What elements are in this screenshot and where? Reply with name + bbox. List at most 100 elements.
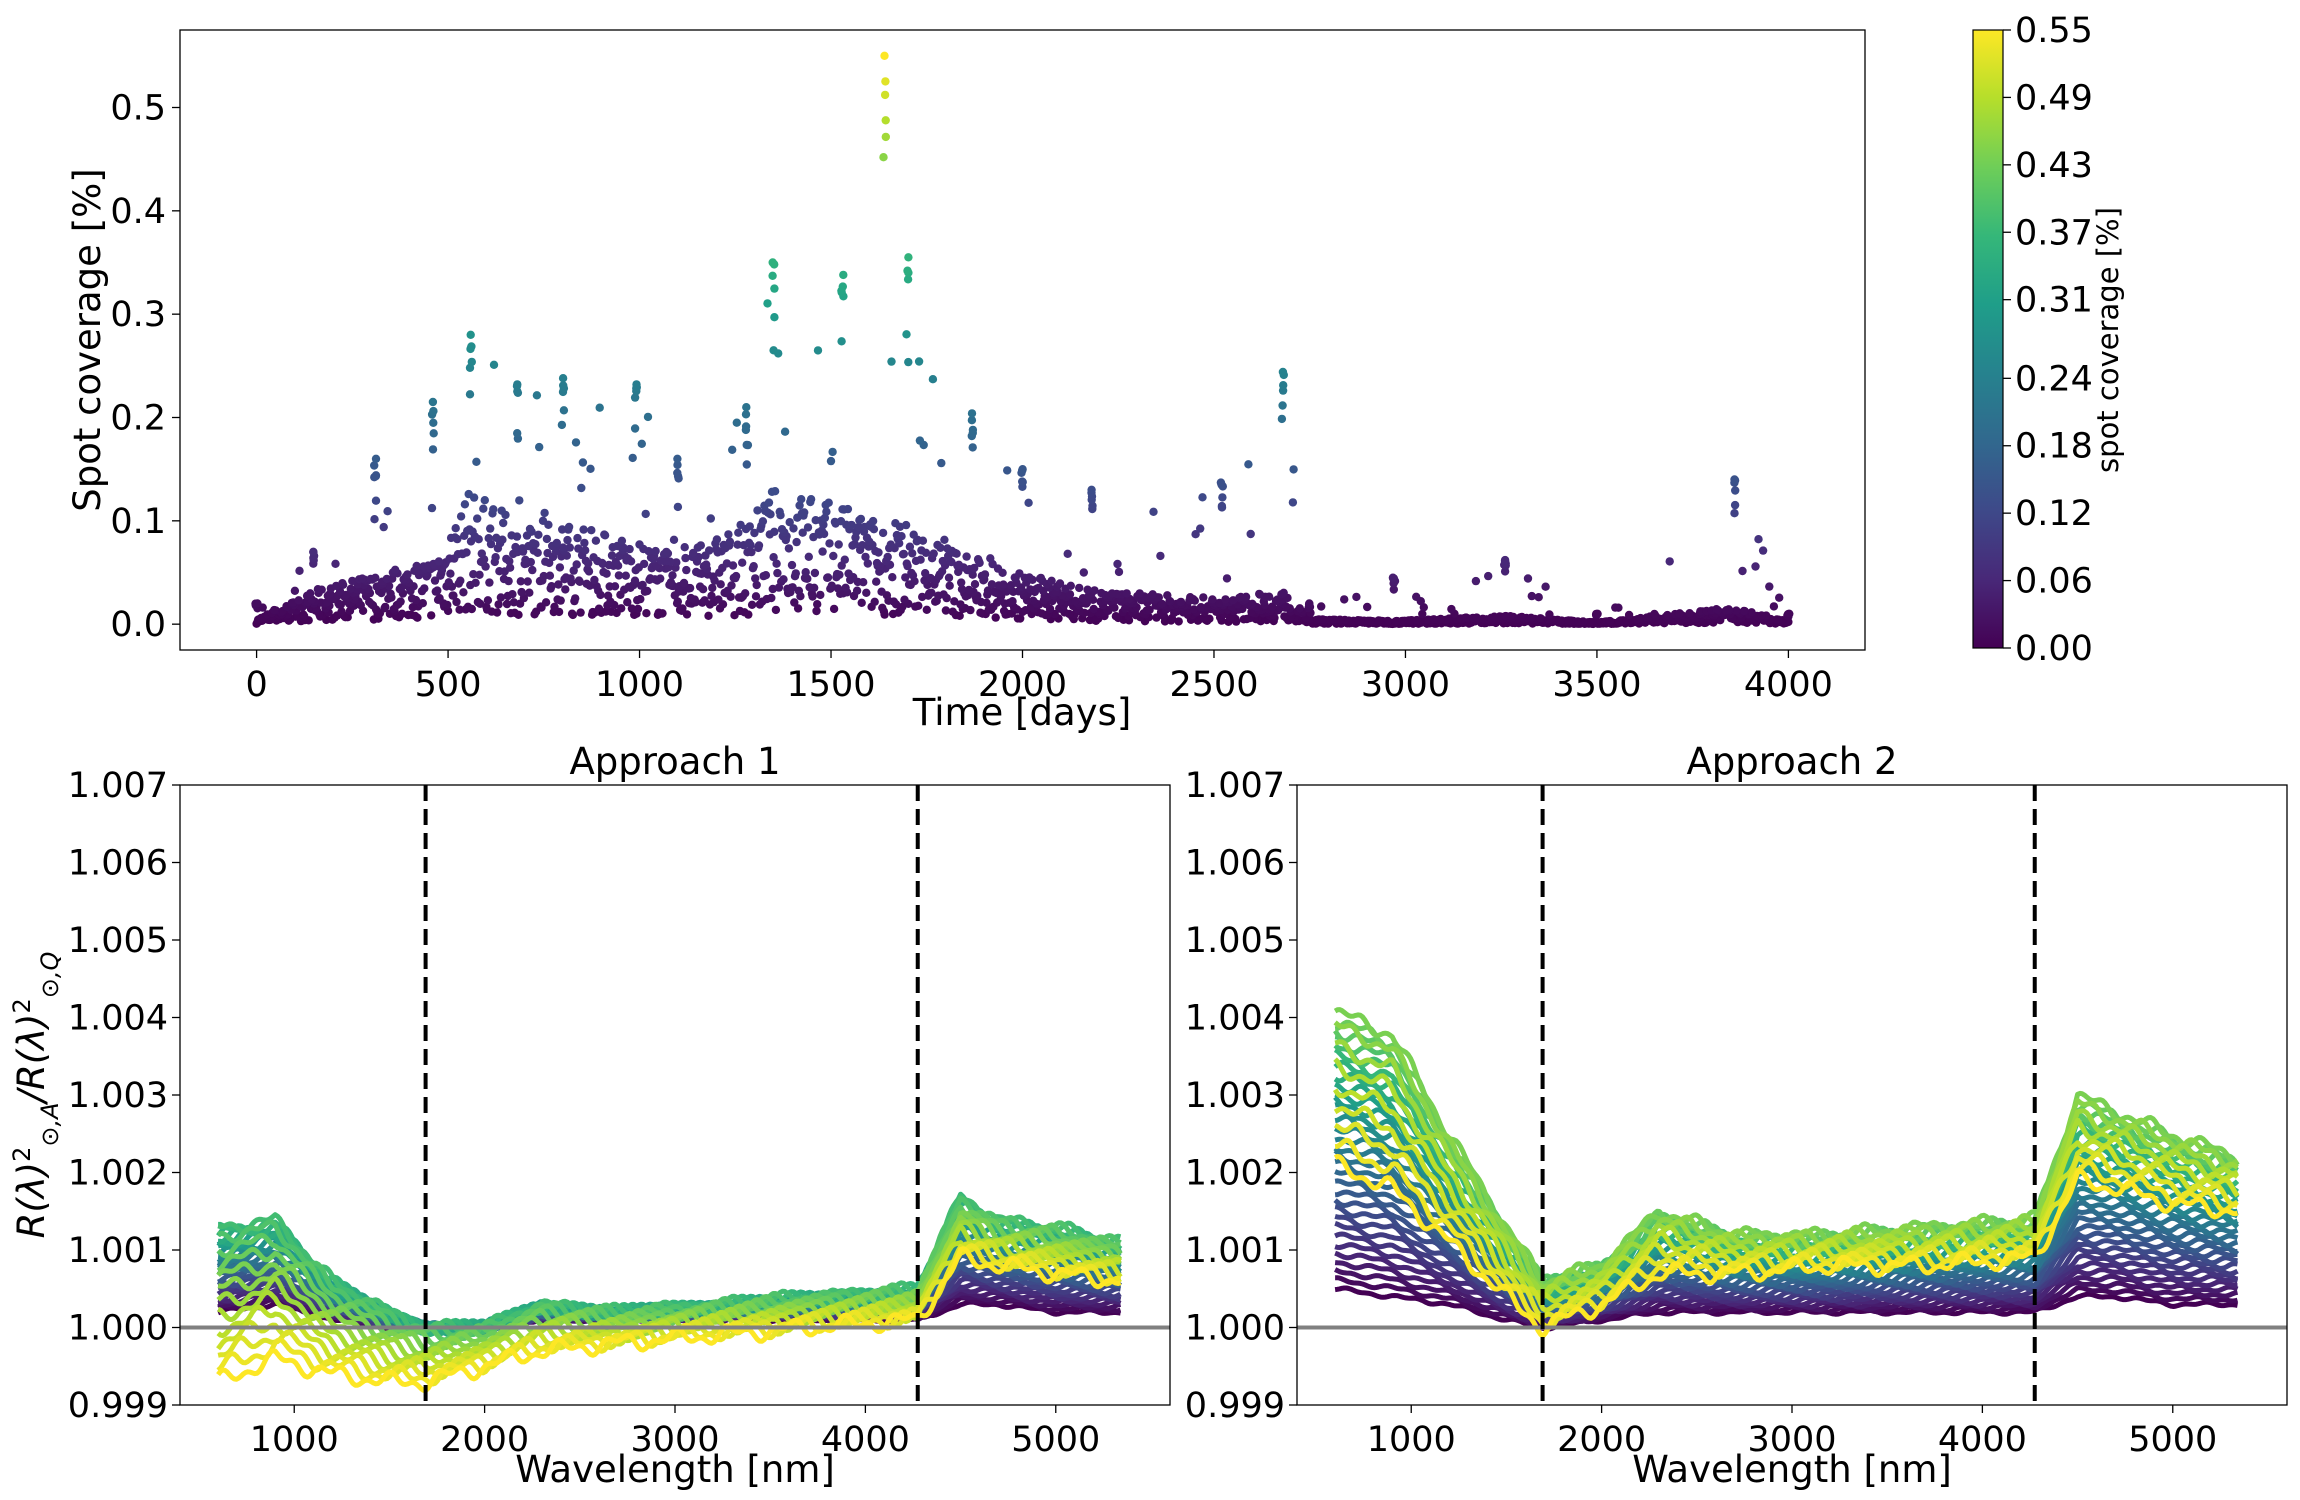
scatter-point <box>429 418 438 427</box>
scatter-point <box>1078 594 1088 603</box>
scatter-point <box>1374 616 1383 625</box>
scatter-point <box>725 537 735 546</box>
scatter-point <box>600 530 609 539</box>
scatter-point <box>1135 589 1144 598</box>
scatter-point <box>555 563 565 572</box>
colorbar-tick-label: 0.55 <box>2015 11 2093 51</box>
scatter-point <box>643 412 653 422</box>
scatter-point <box>446 569 455 578</box>
scatter-point <box>1222 574 1232 583</box>
scatter-point <box>829 551 838 561</box>
scatter-point <box>581 546 590 555</box>
spectrum-line <box>1334 1275 2239 1331</box>
scatter-point <box>1279 381 1288 390</box>
scatter-point <box>1025 573 1034 582</box>
scatter-point <box>295 566 304 575</box>
scatter-point <box>1111 612 1121 621</box>
scatter-point <box>784 544 794 553</box>
scatter-point <box>582 579 591 588</box>
scatter-point <box>1026 585 1035 594</box>
scatter-point <box>754 541 764 550</box>
scatter-point <box>679 578 689 588</box>
scatter-point <box>970 580 980 589</box>
y-tick-label: 0.2 <box>110 399 166 439</box>
scatter-point <box>1278 401 1287 410</box>
scatter-point <box>483 596 493 605</box>
scatter-point <box>450 533 460 542</box>
scatter-point <box>810 568 820 578</box>
scatter-point <box>741 422 751 431</box>
scatter-point <box>844 569 853 578</box>
scatter-point <box>1534 593 1543 602</box>
scatter-point <box>1066 581 1076 590</box>
scatter-point <box>396 597 405 606</box>
y-tick-label: 1.002 <box>68 1154 168 1194</box>
scatter-point <box>700 596 709 605</box>
scatter-point <box>1047 576 1056 585</box>
scatter-point <box>880 51 889 60</box>
scatter-point <box>941 606 951 615</box>
scatter-point <box>412 561 421 571</box>
scatter-point <box>957 578 966 587</box>
scatter-point <box>637 439 646 448</box>
scatter-point <box>724 530 733 539</box>
scatter-point <box>945 581 954 590</box>
colorbar-tick-label: 0.12 <box>2015 494 2093 534</box>
scatter-point <box>563 535 572 545</box>
scatter-point <box>479 504 488 513</box>
scatter-point <box>471 578 480 587</box>
scatter-point <box>1015 569 1024 578</box>
scatter-point <box>878 528 888 538</box>
scatter-point <box>571 594 580 603</box>
scatter-point <box>497 506 506 515</box>
scatter-point <box>643 586 652 596</box>
scatter-point <box>741 410 751 419</box>
scatter-point <box>879 153 888 162</box>
scatter-point <box>499 518 508 528</box>
scatter-point <box>636 594 645 604</box>
scatter-point <box>594 604 604 613</box>
scatter-point <box>857 598 866 607</box>
scatter-point <box>553 595 562 604</box>
scatter-point <box>707 591 716 601</box>
scatter-point <box>1122 589 1131 598</box>
scatter-point <box>540 508 549 518</box>
scatter-point <box>1472 613 1481 622</box>
scatter-point <box>933 540 942 550</box>
scatter-point <box>1765 582 1774 591</box>
approach-1-title: Approach 1 <box>569 740 780 783</box>
scatter-point <box>1412 615 1422 625</box>
scatter-point <box>588 607 597 617</box>
y-tick-label: 1.007 <box>68 766 168 806</box>
scatter-point <box>1429 615 1439 624</box>
scatter-point <box>1034 583 1043 593</box>
scatter-point <box>672 558 681 567</box>
scatter-point <box>768 258 777 267</box>
scatter-point <box>547 582 556 591</box>
scatter-point <box>557 420 567 430</box>
scatter-point <box>1097 588 1106 598</box>
scatter-point <box>751 574 760 583</box>
scatter-point <box>1152 613 1161 622</box>
approach-2-panel: 1000 2000 3000 4000 5000 0.999 1.000 1.001 1.00… <box>1185 740 2288 1491</box>
scatter-point <box>1063 549 1072 558</box>
scatter-point <box>313 585 323 594</box>
colorbar-tick-label: 0.43 <box>2015 146 2093 186</box>
scatter-point <box>558 543 568 552</box>
scatter-point <box>507 531 516 540</box>
scatter-point <box>486 524 495 533</box>
scatter-point <box>1113 559 1122 569</box>
scatter-point <box>1163 591 1172 600</box>
scatter-point <box>611 557 620 567</box>
y-tick-label: 1.006 <box>1185 844 1285 884</box>
scatter-point <box>427 611 436 620</box>
scatter-point <box>290 586 300 595</box>
scatter-point <box>1244 460 1253 469</box>
scatter-point <box>745 522 754 531</box>
scatter-point <box>704 611 713 620</box>
scatter-point <box>1730 475 1739 484</box>
scatter-point <box>449 591 458 600</box>
scatter-point <box>614 571 624 580</box>
scatter-point <box>767 593 776 603</box>
scatter-point <box>1712 605 1721 614</box>
